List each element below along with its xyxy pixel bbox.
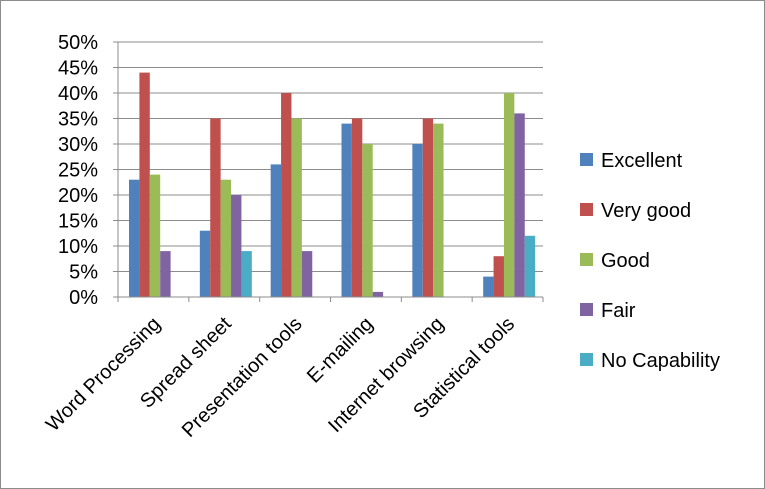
y-tick-label: 40% xyxy=(58,83,98,105)
legend-label: No Capability xyxy=(601,350,720,372)
bar-no-capability xyxy=(524,235,536,297)
y-tick-label: 50% xyxy=(58,32,98,54)
bar-good xyxy=(149,174,161,297)
legend-label: Good xyxy=(601,250,650,272)
x-category-label: E-mailing xyxy=(303,313,378,388)
legend-label: Very good xyxy=(601,200,691,222)
bar-very-good xyxy=(210,118,221,297)
bar-no-capability xyxy=(241,251,252,297)
axes xyxy=(113,41,544,302)
bar-excellent xyxy=(129,179,140,297)
bar-good xyxy=(291,118,302,297)
y-tick-label: 45% xyxy=(58,58,98,80)
legend-label: Excellent xyxy=(601,150,683,172)
legend-swatch xyxy=(580,203,593,216)
bar-very-good xyxy=(351,118,363,297)
legend-label: Fair xyxy=(601,300,636,322)
bar-fair xyxy=(301,251,313,297)
bar-excellent xyxy=(483,276,494,297)
bar-good xyxy=(362,144,373,297)
bar-very-good xyxy=(422,118,434,297)
legend-swatch xyxy=(580,253,593,266)
bar-good xyxy=(503,93,515,297)
legend: Excellent Very good Good Fair No Capability xyxy=(580,150,720,372)
bar-very-good xyxy=(139,72,150,297)
y-tick-label: 5% xyxy=(69,262,98,284)
bar-excellent xyxy=(199,230,211,297)
bar-good xyxy=(220,179,232,297)
y-tick-label: 20% xyxy=(58,185,98,207)
bar-fair xyxy=(160,251,171,297)
bar-very-good xyxy=(493,256,504,297)
bars xyxy=(129,72,536,298)
y-tick-label: 25% xyxy=(58,160,98,182)
bar-excellent xyxy=(341,123,352,297)
legend-swatch xyxy=(580,303,593,316)
y-tick-label: 15% xyxy=(58,211,98,233)
bar-fair xyxy=(231,195,242,297)
gridlines xyxy=(118,41,543,272)
y-tick-label: 30% xyxy=(58,134,98,156)
bar-very-good xyxy=(281,93,292,297)
x-category-label: Word Processing xyxy=(42,313,165,436)
bar-fair xyxy=(372,291,384,297)
bar-excellent xyxy=(412,144,423,297)
bar-fair xyxy=(514,113,525,298)
x-category-label: Presentation tools xyxy=(178,313,307,442)
y-tick-label: 35% xyxy=(58,109,98,131)
bar-excellent xyxy=(270,164,282,297)
y-tick-label: 10% xyxy=(58,236,98,258)
legend-swatch xyxy=(580,153,593,166)
y-tick-label: 0% xyxy=(69,287,98,309)
legend-swatch xyxy=(580,353,593,366)
y-axis-ticks: 0% 5% 10% 15% 20% 25% 30% 35% 40% 45% 50% xyxy=(58,32,98,309)
bar-good xyxy=(433,123,444,297)
